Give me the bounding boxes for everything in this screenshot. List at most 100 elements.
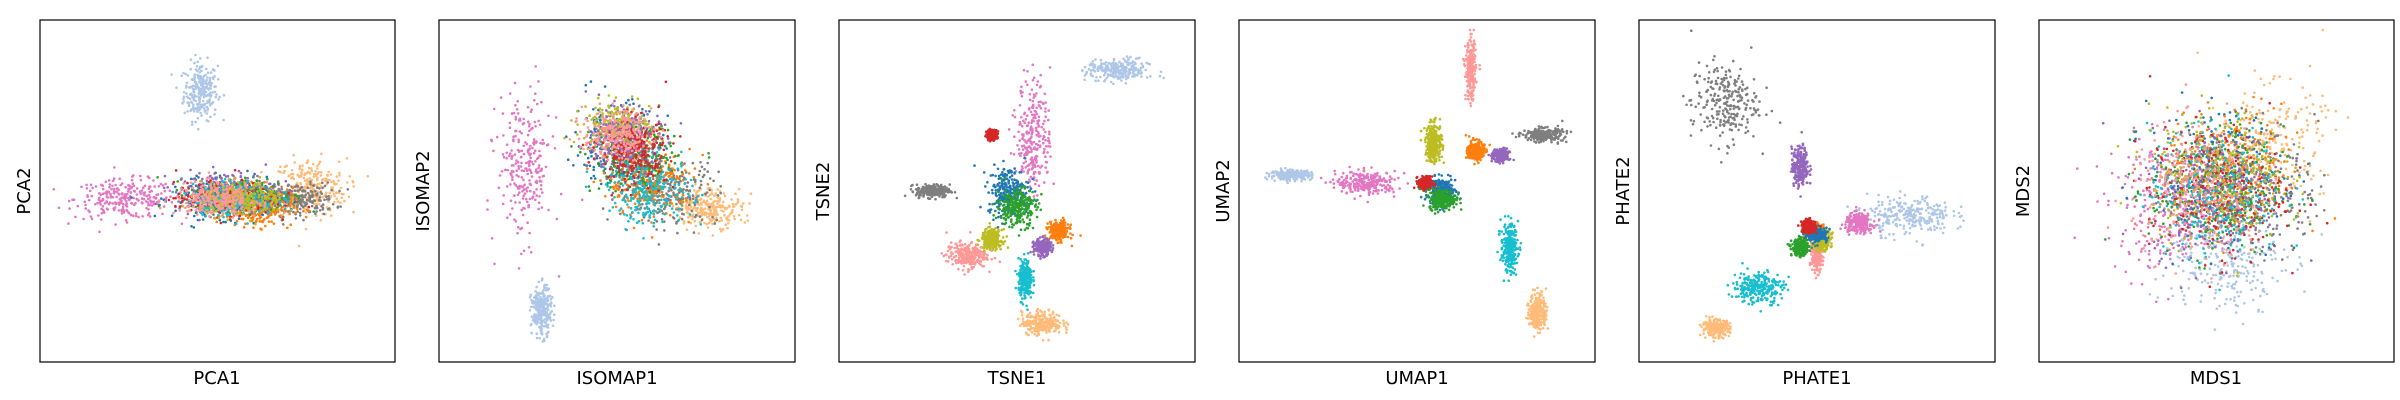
scatter-point-cluster-6 <box>635 126 638 129</box>
scatter-point-cluster-0 <box>532 195 535 198</box>
scatter-point-cluster-6 <box>277 182 280 185</box>
scatter-point-cluster-0 <box>223 94 226 97</box>
scatter-point-cluster-0 <box>535 194 538 197</box>
scatter-point-cluster-4 <box>679 180 682 183</box>
scatter-point-cluster-9 <box>235 223 238 226</box>
scatter-point-cluster-0 <box>498 187 501 190</box>
scatter-point-cluster-10 <box>278 198 281 201</box>
scatter-point-cluster-1 <box>541 277 544 280</box>
scatter-point-cluster-11 <box>233 191 236 194</box>
scatter-point-cluster-1 <box>120 201 123 204</box>
scatter-point-cluster-1 <box>534 290 537 293</box>
scatter-point-cluster-4 <box>676 232 679 235</box>
scatter-point-cluster-3 <box>309 181 312 184</box>
scatter-point-cluster-1 <box>141 201 144 204</box>
scatter-point-cluster-3 <box>311 194 314 197</box>
scatter-point-cluster-5 <box>264 225 267 228</box>
scatter-point-cluster-5 <box>268 220 271 223</box>
scatter-point-cluster-1 <box>103 211 106 214</box>
scatter-point-cluster-11 <box>206 177 209 180</box>
scatter-points-isomap <box>486 65 752 343</box>
scatter-point-cluster-6 <box>613 165 616 168</box>
scatter-point-cluster-4 <box>665 192 668 195</box>
scatter-point-cluster-8 <box>174 205 177 208</box>
scatter-point-cluster-5 <box>694 167 697 170</box>
scatter-point-cluster-0 <box>527 120 530 123</box>
scatter-point-cluster-0 <box>526 190 529 193</box>
scatter-point-cluster-1 <box>109 183 112 186</box>
scatter-point-cluster-3 <box>583 164 586 167</box>
scatter-point-cluster-1 <box>80 186 83 189</box>
scatter-point-cluster-11 <box>266 181 269 184</box>
scatter-point-cluster-3 <box>577 154 580 157</box>
scatter-point-cluster-0 <box>538 150 541 153</box>
scatter-point-cluster-3 <box>299 214 302 217</box>
scatter-point-cluster-2 <box>740 205 743 208</box>
scatter-point-cluster-0 <box>210 71 213 74</box>
scatter-point-cluster-0 <box>502 203 505 206</box>
scatter-point-cluster-8 <box>282 218 285 221</box>
scatter-point-cluster-0 <box>209 80 212 83</box>
scatter-point-cluster-2 <box>367 175 370 178</box>
scatter-point-cluster-11 <box>215 201 218 204</box>
scatter-point-cluster-0 <box>217 98 220 101</box>
scatter-point-cluster-5 <box>289 203 292 206</box>
scatter-point-cluster-3 <box>590 155 593 158</box>
scatter-point-cluster-5 <box>245 214 248 217</box>
scatter-point-cluster-7 <box>632 218 635 221</box>
scatter-point-cluster-5 <box>688 148 691 151</box>
scatter-point-cluster-6 <box>584 153 587 156</box>
scatter-point-cluster-10 <box>218 217 221 220</box>
scatter-point-cluster-11 <box>164 200 167 203</box>
scatter-point-cluster-4 <box>708 189 711 192</box>
scatter-point-cluster-0 <box>522 179 525 182</box>
scatter-point-cluster-2 <box>730 198 733 201</box>
scatter-point-cluster-0 <box>520 253 523 256</box>
scatter-point-cluster-0 <box>198 87 201 90</box>
scatter-point-cluster-5 <box>306 208 309 211</box>
scatter-point-cluster-0 <box>535 188 538 191</box>
scatter-point-cluster-11 <box>226 188 229 191</box>
scatter-point-cluster-9 <box>284 207 287 210</box>
scatter-point-cluster-4 <box>712 180 715 183</box>
scatter-point-cluster-5 <box>627 206 630 209</box>
scatter-point-cluster-5 <box>669 214 672 217</box>
scatter-point-cluster-1 <box>552 324 555 327</box>
scatter-point-cluster-2 <box>340 187 343 190</box>
scatter-point-cluster-4 <box>655 202 658 205</box>
scatter-point-cluster-5 <box>240 218 243 221</box>
scatter-point-cluster-0 <box>554 147 557 150</box>
scatter-point-cluster-8 <box>168 199 171 202</box>
scatter-point-cluster-11 <box>240 197 243 200</box>
scatter-point-cluster-9 <box>183 192 186 195</box>
scatter-point-cluster-1 <box>535 295 538 298</box>
scatter-point-cluster-4 <box>641 148 644 151</box>
scatter-point-cluster-2 <box>720 230 723 233</box>
scatter-point-cluster-0 <box>501 170 504 173</box>
scatter-point-cluster-8 <box>264 211 267 214</box>
scatter-point-cluster-5 <box>693 176 696 179</box>
scatter-point-cluster-0 <box>191 121 194 124</box>
scatter-point-cluster-6 <box>657 173 660 176</box>
scatter-point-cluster-3 <box>319 196 322 199</box>
scatter-point-cluster-0 <box>515 116 518 119</box>
scatter-point-cluster-0 <box>509 213 512 216</box>
scatter-point-cluster-11 <box>172 212 175 215</box>
scatter-point-cluster-2 <box>698 232 701 235</box>
scatter-point-cluster-11 <box>204 200 207 203</box>
scatter-point-cluster-0 <box>552 135 555 138</box>
scatter-point-cluster-1 <box>550 319 553 322</box>
scatter-point-cluster-7 <box>676 214 679 217</box>
scatter-point-cluster-1 <box>91 218 94 221</box>
scatter-point-cluster-0 <box>534 125 537 128</box>
scatter-point-cluster-0 <box>506 185 509 188</box>
scatter-point-cluster-9 <box>225 212 228 215</box>
scatter-point-cluster-2 <box>691 218 694 221</box>
scatter-point-cluster-1 <box>142 192 145 195</box>
scatter-point-cluster-2 <box>750 192 753 195</box>
scatter-point-cluster-1 <box>541 299 544 302</box>
scatter-point-cluster-1 <box>548 295 551 298</box>
scatter-point-cluster-0 <box>506 216 509 219</box>
scatter-point-cluster-0 <box>212 68 215 71</box>
scatter-point-cluster-9 <box>217 214 220 217</box>
